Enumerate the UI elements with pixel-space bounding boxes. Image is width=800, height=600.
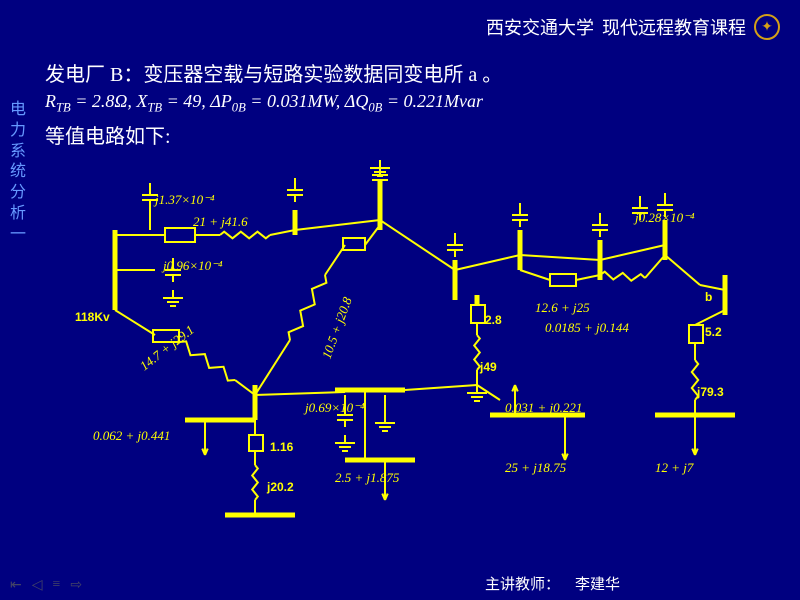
- circuit-label: 21 + j41.6: [193, 214, 248, 230]
- university-name: 西安交通大学: [486, 14, 594, 40]
- circuit-label: j0.69×10⁻⁴: [305, 400, 365, 416]
- circuit-label: 118Kv: [75, 310, 110, 324]
- circuit-label: j0.96×10⁻⁴: [163, 258, 223, 274]
- circuit-label: j0.28×10⁻⁴: [635, 210, 695, 226]
- circuit-label: 2.8: [485, 313, 502, 327]
- side-title: 电力系统分析一: [10, 100, 28, 246]
- circuit-label: 12.6 + j25: [535, 300, 590, 316]
- circuit-label: 0.0185 + j0.144: [545, 320, 629, 336]
- nav-controls: ⇤ ◁ ≡ ⇨: [10, 577, 82, 594]
- line3: 等值电路如下:: [45, 120, 780, 149]
- logo-icon: ✦: [754, 14, 780, 40]
- circuit-label: b: [705, 290, 712, 304]
- circuit-label: j20.2: [267, 480, 294, 494]
- nav-first-icon[interactable]: ⇤: [10, 577, 22, 594]
- course-name: 现代远程教育课程: [602, 14, 746, 40]
- content-text: 发电厂 B：变压器空载与短路实验数据同变电所 a 。 RTB = 2.8Ω, X…: [45, 58, 780, 149]
- circuit-label: 25 + j18.75: [505, 460, 566, 476]
- lecturer-name: 李建华: [575, 577, 620, 593]
- circuit-diagram: j1.37×10⁻⁴ 21 + j41.6 j0.28×10⁻⁴ j0.96×10⁻⁴…: [45, 160, 785, 560]
- circuit-label: 0.031 + j0.221: [505, 400, 582, 416]
- header: 西安交通大学 现代远程教育课程 ✦: [486, 14, 780, 40]
- circuit-label: 12 + j7: [655, 460, 693, 476]
- circuit-label: j79.3: [697, 385, 724, 399]
- nav-menu-icon[interactable]: ≡: [53, 577, 61, 594]
- circuit-label: 2.5 + j1.875: [335, 470, 399, 486]
- line2-equation: RTB = 2.8Ω, XTB = 49, ΔP0B = 0.031MW, ΔQ…: [45, 91, 780, 116]
- circuit-label: 5.2: [705, 325, 722, 339]
- circuit-label: j49: [480, 360, 497, 374]
- nav-prev-icon[interactable]: ◁: [32, 577, 43, 594]
- circuit-label: j1.37×10⁻⁴: [155, 192, 215, 208]
- line1: 发电厂 B：变压器空载与短路实验数据同变电所 a 。: [45, 58, 780, 87]
- circuit-label: 0.062 + j0.441: [93, 428, 170, 444]
- lecturer-label: 主讲教师：: [485, 577, 560, 593]
- footer: 主讲教师： 李建华: [485, 573, 620, 594]
- circuit-label: 1.16: [270, 440, 293, 454]
- nav-next-icon[interactable]: ⇨: [70, 577, 82, 594]
